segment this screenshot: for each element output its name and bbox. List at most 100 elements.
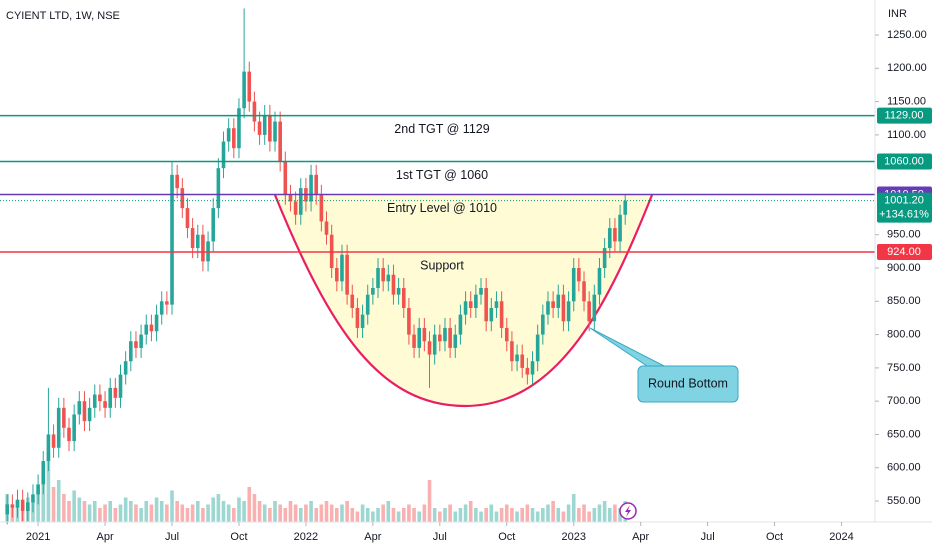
volume-bar (273, 501, 277, 522)
candle-body (391, 274, 396, 295)
volume-bar (144, 501, 149, 522)
volume-bar (123, 497, 128, 522)
candle-body (412, 334, 416, 348)
volume-bar (185, 508, 190, 522)
candle-body (541, 314, 545, 335)
volume-bar (504, 504, 509, 522)
candle-body (165, 301, 169, 305)
volume-bar (139, 508, 143, 522)
volume-bar (309, 501, 313, 522)
x-tick-label: 2023 (561, 531, 585, 543)
y-tick-label: 650.00 (887, 428, 921, 440)
x-tick-label: Apr (364, 531, 381, 543)
volume-bar (113, 508, 118, 522)
volume-bar (237, 497, 241, 522)
volume-bar (216, 494, 221, 522)
candle-body (401, 287, 406, 308)
volume-bar (417, 511, 422, 522)
candle-body (561, 294, 566, 322)
icon-bolt (625, 505, 631, 517)
volume-bar (474, 508, 478, 522)
volume-bar (319, 504, 324, 522)
candle-body (5, 504, 10, 515)
candle-body (67, 427, 71, 442)
volume-layer (5, 452, 628, 522)
volume-bar (118, 504, 123, 522)
volume-bar (329, 504, 334, 522)
volume-bar (546, 504, 550, 522)
candle-body (56, 407, 61, 448)
candle-body (216, 168, 221, 209)
candle-body (237, 108, 241, 149)
y-tick-label: 850.00 (887, 295, 921, 307)
level-tag-label: 1060.00 (884, 155, 924, 167)
volume-bar (448, 504, 452, 522)
volume-bar (340, 504, 344, 522)
volume-bar (607, 508, 612, 522)
candle-body (134, 341, 138, 348)
candle-body (103, 401, 107, 408)
volume-bar (149, 504, 154, 522)
candle-body (144, 324, 149, 335)
candle-body (257, 121, 262, 135)
candle-body (273, 121, 277, 142)
volume-bar (170, 490, 174, 522)
volume-bar (489, 504, 494, 522)
volume-bar (520, 508, 525, 522)
volume-bar (587, 511, 591, 522)
volume-bar (422, 504, 427, 522)
volume-bar (577, 508, 581, 522)
candle-body (365, 294, 370, 315)
volume-bar (98, 508, 102, 522)
volume-bar (247, 487, 252, 522)
volume-bar (602, 501, 607, 522)
x-tick-label: Oct (230, 531, 247, 543)
volume-bar (391, 508, 396, 522)
volume-bar (561, 511, 566, 522)
volume-bar (371, 511, 375, 522)
candle-body (571, 268, 576, 302)
candle-body (530, 361, 535, 375)
volume-bar (82, 501, 87, 522)
x-tick-label: Jul (165, 531, 179, 543)
candle-body (494, 301, 499, 308)
candle-body (396, 287, 401, 295)
candle-body (468, 301, 473, 308)
chart-title: CYIENT LTD, 1W, NSE (6, 10, 120, 22)
candle-body (232, 128, 236, 149)
candle-body (474, 294, 478, 308)
candle-body (448, 327, 452, 348)
candle-body (355, 307, 360, 328)
x-tick-label: Jul (433, 531, 447, 543)
volume-bar (530, 508, 535, 522)
candle-body (453, 334, 458, 348)
volume-bar (484, 508, 488, 522)
candle-body (520, 354, 525, 368)
volume-bar (453, 511, 458, 522)
volume-bar (298, 508, 303, 522)
candle-body (309, 174, 313, 202)
volume-bar (535, 511, 540, 522)
volume-bar (345, 501, 349, 522)
volume-bar (365, 508, 370, 522)
candle-body (582, 281, 586, 302)
candle-body (149, 324, 154, 332)
candle-body (36, 484, 40, 495)
volume-bar (592, 508, 597, 522)
volume-bar (613, 504, 617, 522)
round-bottom-drawing (273, 194, 654, 408)
candle-body (278, 121, 282, 162)
level-annotation: 1st TGT @ 1060 (396, 168, 488, 182)
y-tick-label: 1250.00 (887, 29, 927, 41)
candle-body (443, 327, 447, 342)
level-annotation: 2nd TGT @ 1129 (394, 122, 489, 136)
volume-bar (551, 501, 555, 522)
candle-body (335, 268, 339, 282)
candle-body (180, 188, 185, 209)
candle-body (515, 354, 519, 362)
volume-bar (438, 511, 442, 522)
candle-body (546, 301, 550, 315)
level-annotation: Entry Level @ 1010 (387, 201, 497, 215)
candle-layer (5, 8, 628, 525)
volume-bar (41, 473, 46, 522)
